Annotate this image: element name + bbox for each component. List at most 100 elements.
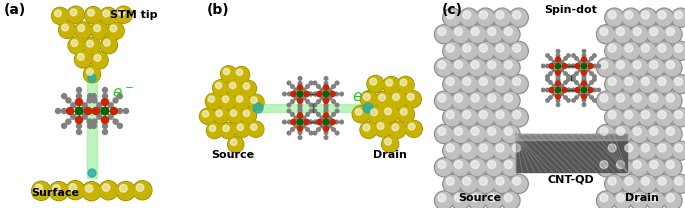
Circle shape: [460, 8, 478, 27]
Circle shape: [291, 119, 296, 125]
Circle shape: [84, 109, 90, 114]
Circle shape: [92, 108, 99, 114]
Circle shape: [223, 68, 229, 75]
Circle shape: [647, 26, 664, 43]
Circle shape: [328, 124, 332, 128]
Circle shape: [234, 121, 250, 137]
Circle shape: [562, 88, 567, 93]
Circle shape: [486, 126, 502, 142]
Circle shape: [501, 158, 520, 177]
Text: (b): (b): [207, 3, 229, 17]
Circle shape: [504, 94, 512, 102]
Circle shape: [512, 44, 521, 52]
Circle shape: [66, 119, 71, 124]
Circle shape: [460, 42, 477, 59]
Circle shape: [479, 44, 488, 52]
Circle shape: [82, 114, 87, 119]
Circle shape: [92, 109, 97, 114]
Circle shape: [493, 108, 512, 127]
Circle shape: [655, 174, 673, 193]
Circle shape: [613, 191, 632, 208]
Circle shape: [306, 100, 310, 103]
Circle shape: [59, 21, 75, 38]
Circle shape: [641, 177, 649, 185]
Circle shape: [86, 68, 93, 75]
Circle shape: [597, 159, 614, 176]
Circle shape: [314, 120, 317, 124]
Circle shape: [389, 121, 406, 138]
Circle shape: [335, 81, 339, 85]
Circle shape: [663, 25, 682, 44]
Circle shape: [479, 111, 488, 119]
Circle shape: [675, 177, 683, 185]
Circle shape: [455, 194, 462, 202]
Circle shape: [377, 123, 384, 129]
Circle shape: [597, 25, 616, 44]
Circle shape: [214, 108, 229, 123]
Circle shape: [316, 128, 321, 131]
Circle shape: [297, 119, 303, 125]
Circle shape: [330, 92, 334, 96]
Circle shape: [405, 91, 421, 107]
Circle shape: [88, 109, 92, 114]
Circle shape: [375, 91, 393, 108]
Circle shape: [658, 177, 666, 185]
Circle shape: [434, 125, 453, 144]
Circle shape: [117, 94, 123, 99]
Circle shape: [613, 91, 632, 110]
Circle shape: [572, 99, 575, 102]
Circle shape: [434, 158, 453, 177]
Circle shape: [633, 28, 641, 36]
Circle shape: [477, 76, 494, 93]
Circle shape: [463, 44, 471, 52]
Circle shape: [625, 11, 633, 19]
Circle shape: [471, 194, 479, 202]
Circle shape: [552, 68, 556, 72]
Circle shape: [460, 108, 478, 127]
Circle shape: [608, 144, 616, 152]
Circle shape: [586, 84, 590, 88]
Circle shape: [477, 142, 494, 159]
Circle shape: [582, 73, 586, 77]
Circle shape: [509, 108, 528, 127]
Circle shape: [509, 41, 528, 60]
Circle shape: [309, 92, 312, 96]
Circle shape: [230, 110, 237, 116]
Circle shape: [641, 111, 649, 119]
Circle shape: [572, 78, 575, 81]
Circle shape: [451, 25, 470, 44]
Circle shape: [444, 42, 460, 59]
Circle shape: [283, 92, 286, 96]
Circle shape: [298, 103, 302, 106]
Circle shape: [625, 111, 633, 119]
Circle shape: [631, 59, 647, 76]
Circle shape: [552, 92, 556, 96]
Circle shape: [384, 108, 391, 115]
Circle shape: [597, 191, 616, 208]
Circle shape: [460, 176, 477, 192]
Circle shape: [586, 60, 590, 64]
Circle shape: [556, 83, 560, 86]
Circle shape: [476, 8, 495, 27]
Circle shape: [463, 11, 471, 19]
Circle shape: [287, 109, 291, 113]
Circle shape: [560, 68, 564, 72]
Circle shape: [52, 8, 68, 24]
Circle shape: [577, 64, 580, 68]
Circle shape: [616, 194, 625, 202]
Circle shape: [621, 174, 640, 193]
Circle shape: [294, 124, 298, 128]
Circle shape: [477, 42, 494, 59]
Circle shape: [408, 93, 414, 100]
Circle shape: [469, 126, 486, 142]
Circle shape: [97, 109, 103, 114]
Circle shape: [623, 176, 639, 192]
Circle shape: [469, 92, 486, 109]
Circle shape: [87, 98, 92, 103]
Circle shape: [623, 76, 639, 93]
Circle shape: [75, 22, 92, 39]
Circle shape: [597, 126, 614, 142]
Circle shape: [364, 94, 370, 100]
Circle shape: [488, 28, 496, 36]
Circle shape: [71, 103, 76, 108]
